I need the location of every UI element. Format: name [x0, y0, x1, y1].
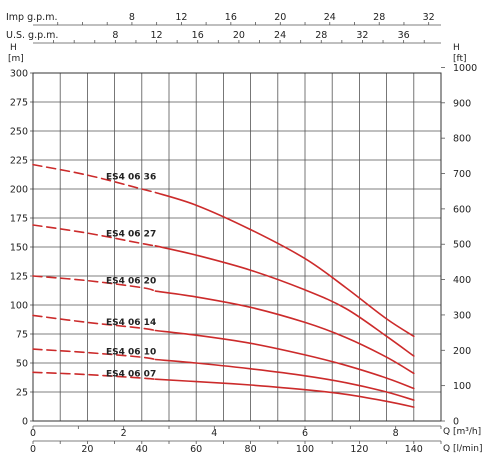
left-axis-title: H [10, 43, 17, 53]
m3h-tick-label: 8 [393, 428, 399, 439]
imp-tick-label: 16 [225, 12, 237, 23]
right-tick-label: 1000 [453, 63, 477, 74]
curve-solid-0 [154, 191, 415, 338]
m3h-tick-label: 4 [211, 428, 217, 439]
us-tick-label: 36 [398, 30, 410, 41]
right-tick-label: 300 [453, 310, 471, 321]
left-tick-label: 0 [22, 417, 28, 428]
lmin-tick-label: 80 [245, 444, 257, 455]
curve-dashed-0 [32, 163, 157, 194]
left-tick-label: 250 [10, 127, 28, 138]
curve-dashed-4 [32, 348, 157, 361]
right-axis-title: H [453, 43, 460, 53]
right-tick-label: 0 [453, 417, 459, 428]
imp-tick-label: 32 [423, 12, 435, 23]
plot-frame [32, 72, 442, 422]
right-tick-label: 700 [453, 169, 471, 180]
curve-dashed-2 [32, 275, 157, 292]
left-tick-label: 200 [10, 185, 28, 196]
us-tick-label: 16 [192, 30, 204, 41]
curve-solid-2 [154, 290, 415, 375]
grid [30, 22, 445, 444]
curve-solid-1 [154, 245, 415, 357]
m3h-tick-label: 2 [121, 428, 127, 439]
us-tick-label: 28 [315, 30, 327, 41]
left-tick-label: 175 [10, 214, 28, 225]
lmin-axis-title: Q [l/min] [443, 444, 482, 454]
lmin-tick-label: 60 [190, 444, 202, 455]
curve-solid-4 [154, 358, 415, 401]
us-tick-label: 12 [150, 30, 162, 41]
curve-label-1: ES4 06 27 [106, 230, 156, 240]
lmin-tick-label: 140 [405, 444, 423, 455]
lmin-tick-label: 0 [30, 444, 36, 455]
imp-tick-label: 20 [274, 12, 286, 23]
left-tick-label: 225 [10, 156, 28, 167]
curve-label-3: ES4 06 14 [106, 318, 156, 328]
left-axis-unit: [m] [8, 54, 24, 64]
us-tick-label: 24 [274, 30, 286, 41]
right-tick-label: 200 [453, 346, 471, 357]
imp-tick-label: 8 [129, 12, 135, 23]
lmin-tick-label: 120 [350, 444, 368, 455]
left-tick-label: 275 [10, 98, 28, 109]
m3h-tick-label: 6 [302, 428, 308, 439]
us-tick-label: 8 [112, 30, 118, 41]
curve-label-2: ES4 06 20 [106, 276, 156, 286]
left-tick-label: 25 [16, 388, 28, 399]
us-tick-label: 32 [356, 30, 368, 41]
lmin-tick-label: 100 [296, 444, 314, 455]
curves [32, 163, 415, 408]
curve-dashed-3 [32, 314, 157, 332]
curve-solid-5 [154, 378, 415, 408]
us-axis-title: U.S. g.p.m. [6, 30, 58, 41]
left-tick-label: 125 [10, 272, 28, 283]
left-tick-label: 150 [10, 243, 28, 254]
left-tick-label: 75 [16, 330, 28, 341]
curve-solid-3 [154, 329, 415, 390]
left-tick-label: 50 [16, 359, 28, 370]
imp-tick-label: 28 [373, 12, 385, 23]
imp-tick-label: 12 [175, 12, 187, 23]
imp-axis-title: Imp g.p.m. [6, 12, 57, 23]
imp-tick-label: 24 [324, 12, 336, 23]
right-tick-label: 400 [453, 275, 471, 286]
labels: 0255075100125150175200225250275300010020… [6, 12, 482, 455]
right-tick-label: 800 [453, 134, 471, 145]
right-tick-label: 600 [453, 204, 471, 215]
curve-dashed-5 [32, 371, 157, 380]
left-tick-label: 100 [10, 301, 28, 312]
curve-dashed-1 [32, 224, 157, 247]
right-tick-label: 900 [453, 98, 471, 109]
m3h-axis-title: Q [m³/h] [443, 427, 481, 437]
left-tick-label: 300 [10, 69, 28, 80]
curve-label-4: ES4 06 10 [106, 348, 156, 358]
us-tick-label: 20 [233, 30, 245, 41]
lmin-tick-label: 40 [136, 444, 148, 455]
curve-label-0: ES4 06 36 [106, 173, 156, 183]
m3h-tick-label: 0 [30, 428, 36, 439]
lmin-tick-label: 20 [81, 444, 93, 455]
right-tick-label: 500 [453, 240, 471, 251]
right-axis-unit: [ft] [453, 54, 467, 64]
curve-label-5: ES4 06 07 [106, 369, 156, 379]
right-tick-label: 100 [453, 381, 471, 392]
